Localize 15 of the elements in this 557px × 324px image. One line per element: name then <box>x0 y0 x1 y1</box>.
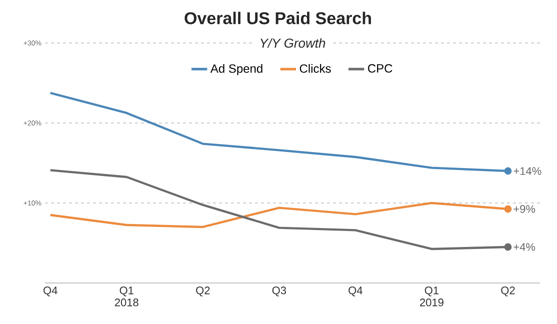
chart-title: Overall US Paid Search <box>184 12 371 24</box>
x-tick-label: Q1 2019 <box>420 286 444 306</box>
data-label: +14% <box>514 167 542 175</box>
x-tick-label: Q4 <box>44 286 58 296</box>
x-tick-label: Q2 <box>501 286 515 296</box>
legend-label: CPC <box>368 64 392 73</box>
data-label: +9% <box>514 205 536 213</box>
x-tick-label: Q3 <box>272 286 286 296</box>
data-label: +4% <box>514 243 536 251</box>
legend-label: Ad Spend <box>210 64 262 76</box>
x-tick-label: Q4 <box>348 286 362 296</box>
legend-label: Clicks <box>300 64 331 73</box>
chart-subtitle: Y/Y Growth <box>260 38 326 48</box>
x-tick-label: Q2 <box>196 286 210 296</box>
x-tick-label: Q1 2018 <box>114 286 138 306</box>
